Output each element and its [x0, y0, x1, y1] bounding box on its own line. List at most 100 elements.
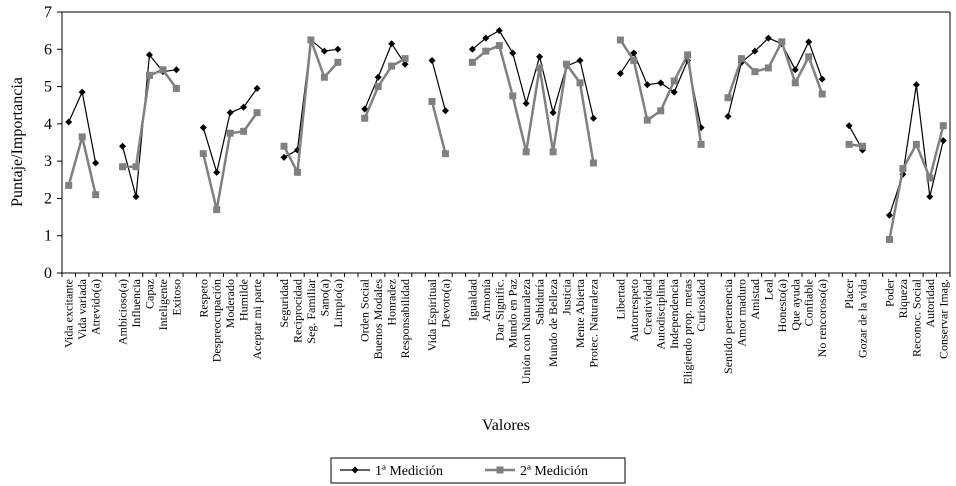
point — [132, 193, 140, 201]
x-tick-label: Inteligente — [156, 279, 170, 330]
point — [253, 109, 261, 117]
y-tick-label: 5 — [44, 79, 52, 96]
point — [159, 66, 167, 74]
point — [334, 58, 342, 66]
point — [536, 64, 544, 72]
point — [388, 40, 396, 48]
x-tick-label: Respeto — [196, 279, 210, 318]
x-tick-label: Limpio(a) — [331, 279, 345, 328]
point — [78, 88, 86, 96]
x-tick-label: Honradez — [385, 279, 399, 326]
point — [92, 191, 100, 199]
point — [145, 71, 153, 79]
point — [240, 103, 248, 111]
y-tick-label: 6 — [44, 41, 52, 58]
x-tick-label: Mente Abierta — [573, 278, 587, 348]
x-tick-label: Seg. Familiar — [304, 279, 318, 344]
x-tick-label: Riqueza — [896, 278, 910, 318]
point — [845, 122, 853, 130]
point — [576, 56, 584, 64]
x-tick-label: Armonía — [479, 278, 493, 321]
point — [778, 38, 786, 46]
x-tick-label: Eligiendo prop. metas — [681, 279, 695, 385]
point — [657, 79, 665, 87]
point — [388, 62, 396, 70]
x-tick-label: Poder — [882, 279, 896, 307]
point — [145, 51, 153, 59]
x-tick-label: Mundo de Belleza — [546, 278, 560, 367]
point — [78, 133, 86, 141]
x-tick-label: Leal — [761, 278, 775, 300]
x-tick-label: Orden Social — [358, 278, 372, 342]
point — [912, 140, 920, 148]
x-tick-label: Justicia — [560, 278, 574, 315]
point — [495, 42, 503, 50]
x-tick-label: Que ayuda — [788, 278, 802, 330]
point — [361, 105, 369, 113]
point — [926, 193, 934, 201]
point — [307, 36, 315, 44]
point — [441, 107, 449, 115]
y-tick-label: 4 — [44, 116, 52, 133]
x-tick-label: Independencia — [667, 278, 681, 349]
x-tick-label: Sano(a) — [317, 279, 331, 316]
point — [334, 45, 342, 53]
point — [939, 137, 947, 145]
point — [401, 55, 409, 63]
x-tick-label: Curiosidad — [694, 279, 708, 332]
x-tick-label: Autorrespeto — [627, 279, 641, 342]
x-tick-label: Responsabilidad — [398, 279, 412, 358]
x-tick-label: Atrevido(a) — [89, 279, 103, 335]
point — [119, 142, 127, 150]
x-tick-label: Autodisciplina — [654, 278, 668, 349]
point — [670, 88, 678, 96]
point — [374, 83, 382, 91]
point — [495, 27, 503, 35]
point — [428, 97, 436, 105]
x-tick-label: Autoridad — [923, 279, 937, 328]
point — [240, 127, 248, 135]
point — [805, 53, 813, 61]
y-tick-label: 1 — [44, 228, 52, 245]
x-tick-label: No rencoroso(a) — [815, 279, 829, 357]
point — [65, 181, 73, 189]
point — [939, 122, 947, 130]
point — [885, 211, 893, 219]
x-tick-label: Gozar de la vida — [856, 278, 870, 358]
point — [361, 114, 369, 122]
point — [724, 94, 732, 102]
point — [280, 153, 288, 161]
x-tick-label: Igualdad — [465, 279, 479, 321]
x-tick-label: Dar Signific. — [492, 279, 506, 341]
point — [657, 107, 665, 115]
point — [751, 68, 759, 76]
point — [643, 81, 651, 89]
point — [818, 75, 826, 83]
point — [213, 206, 221, 214]
point — [293, 168, 301, 176]
x-tick-label: Amor maduro — [734, 279, 748, 347]
point — [482, 47, 490, 55]
point — [172, 84, 180, 92]
point — [119, 163, 127, 171]
point — [92, 159, 100, 167]
point — [616, 70, 624, 78]
y-tick-label: 2 — [44, 190, 52, 207]
legend-box — [330, 457, 626, 484]
x-tick-label: Capaz — [142, 279, 156, 309]
y-axis-label: Puntaje/Importancia — [9, 77, 26, 207]
point — [441, 150, 449, 158]
point — [320, 47, 328, 55]
point — [213, 168, 221, 176]
x-axis-label: Valores — [482, 417, 530, 434]
point — [684, 51, 692, 59]
point — [764, 64, 772, 72]
x-tick-label: Reconoc. Social — [909, 278, 923, 357]
y-tick-label: 0 — [44, 265, 52, 282]
point — [226, 109, 234, 117]
x-tick-label: Creatividad — [640, 279, 654, 335]
point — [926, 174, 934, 182]
x-tick-label: Protec. Naturaleza — [586, 278, 600, 367]
legend-label: 1ª Medición — [375, 464, 443, 479]
